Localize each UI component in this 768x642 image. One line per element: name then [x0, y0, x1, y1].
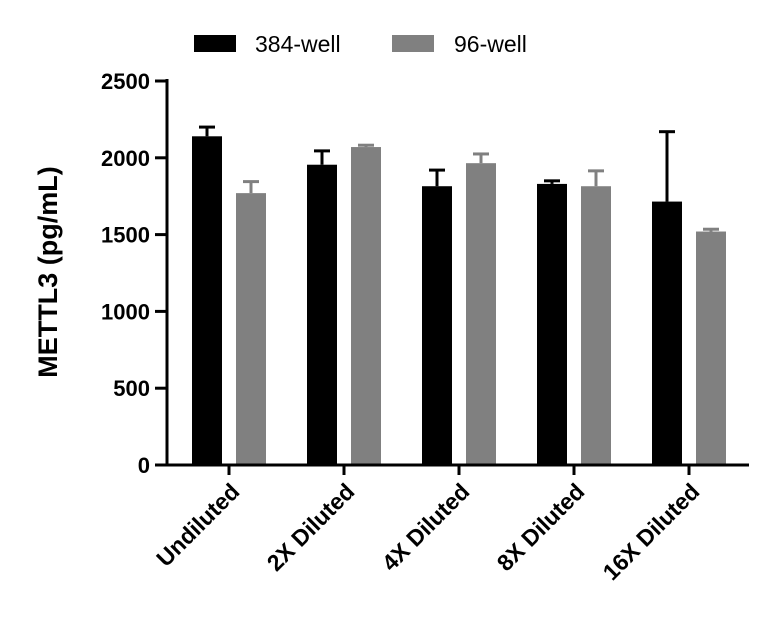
y-tick-label-1500: 1500: [101, 223, 150, 248]
y-tick-label-2000: 2000: [101, 146, 150, 171]
x-tick-label-16x-diluted: 16X Diluted: [598, 478, 705, 585]
y-tick-label-0: 0: [138, 453, 150, 478]
bar-96-well-undiluted: [236, 193, 266, 466]
y-tick-label-2500: 2500: [101, 69, 150, 94]
x-tick-label-undiluted: Undiluted: [151, 478, 244, 571]
legend-label-384-well: 384-well: [255, 31, 341, 57]
legend-swatch-96-well: [392, 35, 434, 52]
bar-384-well-undiluted: [192, 136, 222, 465]
x-tick-label-2x-diluted: 2X Diluted: [262, 478, 360, 576]
y-tick-label-500: 500: [113, 376, 150, 401]
legend-label-96-well: 96-well: [454, 31, 527, 57]
bar-96-well-16x-diluted: [696, 231, 726, 465]
bar-96-well-8x-diluted: [581, 186, 611, 465]
bar-384-well-4x-diluted: [422, 186, 452, 465]
x-tick-label-8x-diluted: 8X Diluted: [492, 478, 590, 576]
y-axis: 0 500 1000 1500 2000 2500: [101, 69, 169, 478]
x-tick-label-4x-diluted: 4X Diluted: [377, 478, 475, 576]
bar-384-well-2x-diluted: [307, 164, 337, 465]
x-axis: Undiluted 2X Diluted 4X Diluted 8X Diluted 1…: [151, 463, 749, 585]
bar-384-well-8x-diluted: [537, 183, 567, 466]
bar-96-well-2x-diluted: [351, 147, 381, 465]
bars: [192, 125, 726, 466]
bar-384-well-16x-diluted: [652, 201, 682, 466]
y-tick-label-1000: 1000: [101, 299, 150, 324]
bar-96-well-4x-diluted: [466, 163, 496, 465]
legend-swatch-384-well: [194, 35, 236, 52]
y-axis-title: METTL3 (pg/mL): [33, 166, 63, 377]
legend: 384-well 96-well: [194, 31, 527, 57]
